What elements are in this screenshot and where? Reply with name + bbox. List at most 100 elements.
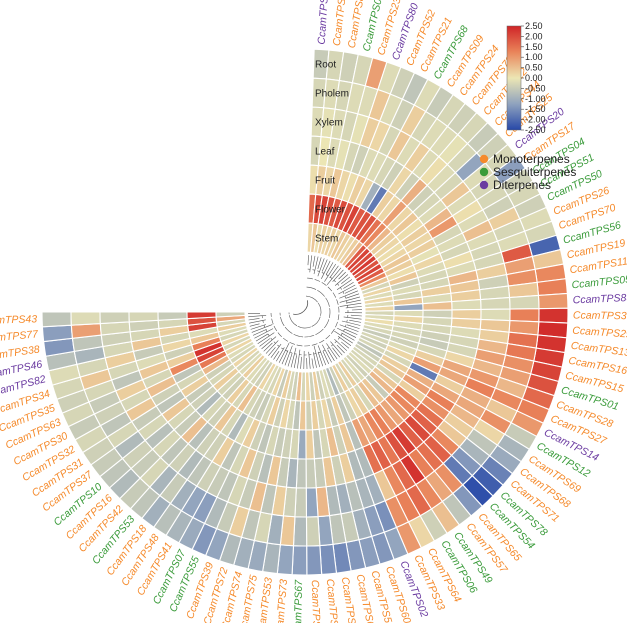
tree-leaf-branch — [261, 336, 277, 350]
tree-internal-branch — [337, 337, 340, 340]
tree-leaf-branch — [327, 349, 335, 361]
color-bar-tick-label: -0.50 — [525, 83, 546, 93]
heatmap-cell — [508, 294, 540, 310]
tree-leaf-branch — [311, 358, 314, 369]
tree-leaf-branch — [322, 344, 332, 363]
tree-leaf-branch — [313, 256, 319, 275]
color-bar-tick-label: 2.00 — [525, 31, 543, 41]
heatmap-cell — [41, 324, 74, 343]
tree-leaf-branch — [317, 258, 325, 277]
color-bar-tick-label: 1.50 — [525, 42, 543, 52]
legend-label: Diterpenes — [493, 178, 551, 192]
legend-label: Monoterpenes — [493, 152, 570, 166]
gene-label: CcamTPS47 — [316, 0, 332, 45]
tree-internal-branch — [311, 316, 321, 327]
heatmap-cell — [305, 458, 317, 489]
tree-leaf-branch — [339, 302, 362, 307]
tree-leaf-branch — [251, 324, 273, 333]
tree-leaf-branch — [345, 306, 362, 309]
tree-leaf-branch — [317, 257, 322, 269]
tree-leaf-branch — [332, 269, 344, 282]
tree-leaf-branch — [312, 255, 316, 267]
tree-leaf-branch — [276, 347, 285, 362]
tree-internal-branch — [305, 295, 318, 303]
tree-leaf-branch — [321, 259, 328, 272]
tree-leaf-branch — [337, 336, 352, 346]
tree-internal-branch — [307, 277, 313, 280]
heatmap-cell — [128, 311, 159, 323]
tree-leaf-branch — [248, 318, 260, 321]
tree-internal-branch — [333, 280, 336, 283]
tree-leaf-branch — [313, 352, 317, 368]
tree-root-branch — [293, 300, 309, 315]
heatmap-cell — [305, 516, 321, 547]
tree-internal-branch — [265, 329, 268, 332]
tree-internal-branch — [267, 333, 270, 337]
tree-leaf-branch — [250, 324, 267, 330]
heatmap-cell — [157, 311, 188, 321]
heatmap-cell — [186, 311, 217, 320]
tree-internal-branch — [331, 344, 334, 347]
gene-label: CcamTPS36 — [573, 310, 627, 323]
tree-internal-branch — [273, 341, 276, 344]
tree-leaf-branch — [252, 328, 267, 336]
color-bar — [506, 25, 522, 131]
tissue-label-leaf: Leaf — [315, 147, 335, 158]
heatmap-cell — [305, 429, 315, 460]
color-bar-tick-label: -1.50 — [525, 104, 546, 114]
tree-internal-branch — [317, 289, 325, 297]
tree-leaf-branch — [338, 284, 356, 295]
tree-internal-branch — [325, 334, 331, 340]
tree-leaf-branch — [344, 328, 358, 335]
heatmap-cell — [291, 545, 308, 576]
tree-internal-branch — [297, 325, 311, 329]
tree-leaf-branch — [349, 319, 362, 323]
color-bar-tick-label: -2.50 — [525, 125, 546, 135]
tree-internal-branch — [313, 353, 317, 355]
gene-label: CcamTPS29 — [572, 325, 627, 341]
color-bar-tick-label: 1.00 — [525, 52, 543, 62]
heatmap-cell — [479, 296, 511, 311]
gene-label: CcamTPS77 — [0, 328, 40, 345]
tree-internal-branch — [318, 351, 321, 354]
tree-internal-branch — [284, 326, 293, 334]
tree-internal-branch — [282, 337, 289, 342]
heatmap-cells — [41, 48, 569, 576]
tissue-label-pholem: Pholem — [315, 89, 349, 100]
tree-leaf-branch — [248, 314, 267, 318]
tree-internal-branch — [335, 321, 338, 328]
tree-internal-branch — [315, 328, 324, 335]
tree-leaf-branch — [330, 341, 343, 356]
tree-internal-branch — [346, 300, 348, 304]
tree-internal-branch — [314, 279, 321, 282]
tree-internal-branch — [328, 308, 331, 318]
tree-internal-branch — [340, 287, 342, 290]
tree-leaf-branch — [287, 352, 293, 367]
tree-leaf-branch — [339, 296, 361, 303]
tree-leaf-branch — [341, 332, 355, 341]
tree-leaf-branch — [255, 333, 269, 342]
tree-internal-branch — [289, 315, 298, 327]
tree-leaf-branch — [254, 328, 274, 339]
tree-internal-branch — [289, 342, 295, 345]
heatmap-cell — [305, 487, 319, 518]
tree-internal-branch — [277, 332, 282, 338]
tree-leaf-branch — [307, 255, 309, 266]
legend-label: Sesquiterpenes — [493, 165, 576, 179]
tree-internal-branch — [346, 319, 348, 323]
tree-leaf-branch — [313, 345, 320, 368]
phylogenetic-tree — [248, 255, 362, 369]
tree-internal-branch — [306, 286, 317, 290]
heatmap-cell — [451, 298, 482, 311]
legend-marker — [479, 154, 489, 164]
tree-leaf-branch — [308, 351, 311, 369]
tree-internal-branch — [340, 333, 343, 336]
tree-leaf-branch — [317, 351, 324, 367]
tree-leaf-branch — [259, 338, 271, 347]
tree-leaf-branch — [281, 350, 289, 365]
tree-leaf-branch — [334, 330, 353, 344]
tree-internal-branch — [281, 347, 284, 350]
tree-internal-branch — [285, 350, 288, 352]
tree-internal-branch — [321, 282, 327, 286]
